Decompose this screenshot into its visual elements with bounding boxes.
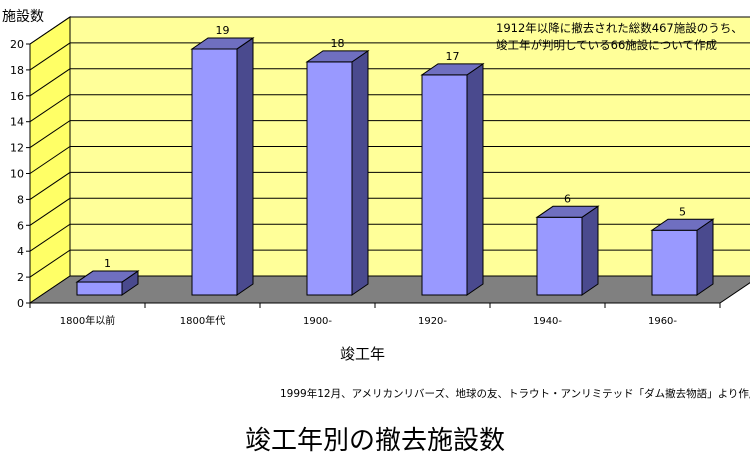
x-tick-label: 1900- [303, 316, 332, 327]
gridline [29, 197, 750, 226]
x-tick-label: 1940- [533, 316, 562, 327]
gridline [29, 223, 750, 252]
bar-top [305, 50, 370, 63]
annotation-line-1: 1912年以降に撤去された総数467施設のうち、 [496, 21, 743, 35]
bar-top [190, 37, 255, 50]
x-tick-label: 1800年代 [180, 314, 225, 327]
data-label: 6 [564, 192, 571, 205]
x-tick-label: 1960- [648, 316, 677, 327]
y-tick-label: 16 [10, 90, 24, 103]
bar [421, 74, 468, 296]
data-label: 19 [216, 24, 230, 37]
bar [536, 216, 583, 296]
x-tick-label: 1920- [418, 316, 447, 327]
x-axis-title: 竣工年 [340, 345, 386, 363]
data-label: 1 [104, 257, 111, 270]
x-tick-label: 1800年以前 [60, 314, 115, 327]
bar-side [236, 36, 254, 296]
bar-side [351, 49, 369, 296]
y-tick-label: 14 [10, 116, 24, 129]
bar [651, 229, 698, 296]
bar-side [466, 62, 484, 296]
data-label: 17 [446, 50, 460, 63]
bar-top [420, 63, 485, 76]
y-tick-label: 4 [17, 245, 24, 258]
bar-top [650, 218, 715, 231]
gridline [29, 120, 750, 149]
y-tick-label: 18 [10, 64, 24, 77]
y-tick-label: 8 [17, 193, 24, 206]
bar-side [696, 218, 714, 296]
data-label: 18 [331, 37, 345, 50]
data-label: 5 [679, 205, 686, 218]
y-tick-label: 0 [17, 297, 24, 310]
y-tick-label: 12 [10, 142, 24, 155]
chart-title: 竣工年別の撤去施設数 [244, 426, 505, 456]
gridline [29, 16, 750, 45]
gridline [29, 249, 750, 278]
y-tick-label: 2 [17, 271, 24, 284]
annotation-line-2: 竣工年が判明している66施設について作成 [496, 38, 717, 52]
bar-top [535, 205, 600, 218]
y-axis-title: 施設数 [2, 9, 44, 25]
bar [76, 281, 123, 296]
source-note: 1999年12月、アメリカンリバーズ、地球の友、トラウト・アンリミテッド「ダム撤… [280, 388, 750, 400]
gridline [29, 68, 750, 97]
bar [306, 61, 353, 296]
gridline [29, 94, 750, 123]
gridline [29, 146, 750, 174]
gridline [29, 42, 750, 71]
bar-top [75, 270, 140, 283]
bar [191, 48, 238, 296]
y-tick-label: 10 [10, 168, 24, 181]
bar-side [581, 205, 599, 296]
y-tick-label: 20 [10, 38, 24, 51]
gridline [29, 171, 750, 200]
y-tick-label: 6 [17, 219, 24, 232]
